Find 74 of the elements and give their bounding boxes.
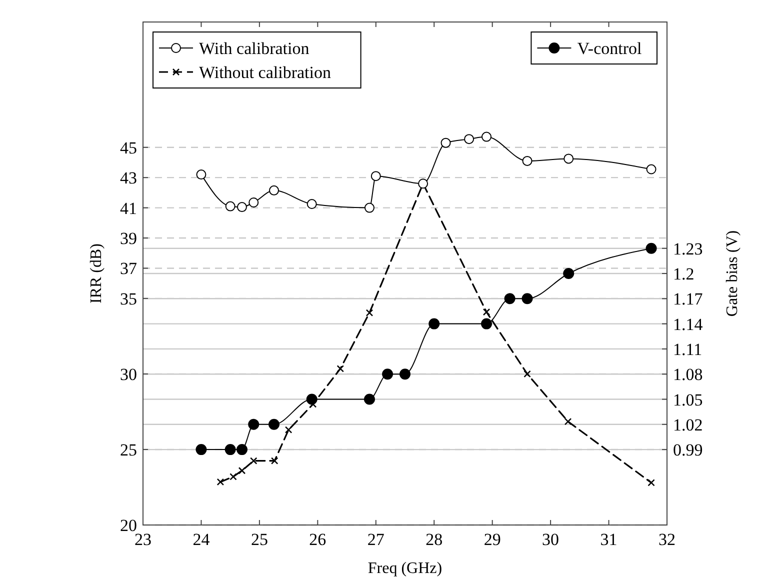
point [216, 478, 224, 486]
y2-tick-label: 1.02 [673, 415, 703, 434]
point [504, 293, 516, 304]
y-tick-label: 37 [120, 259, 138, 278]
x-tick-label: 31 [600, 530, 618, 549]
point [250, 457, 258, 464]
point [364, 202, 374, 213]
point [522, 156, 532, 166]
point [238, 466, 246, 474]
point [564, 418, 572, 426]
y-axis-title: IRR (dB) [88, 244, 105, 304]
point [269, 185, 279, 196]
y-tick-label: 30 [120, 364, 137, 384]
point [236, 202, 247, 212]
point [268, 418, 280, 430]
y2-tick-label: 1.14 [673, 314, 704, 334]
y-tick-label: 25 [120, 440, 137, 460]
point [382, 368, 394, 380]
point [564, 154, 574, 164]
x-tick-label: 23 [134, 530, 152, 549]
y2-tick-label: 1.05 [673, 390, 703, 410]
point [428, 318, 440, 330]
point [524, 370, 531, 378]
y2-tick-label: 1.2 [673, 264, 694, 284]
x-tick-label: 28 [426, 530, 443, 549]
y-tick-label: 20 [120, 516, 137, 535]
point [224, 444, 236, 456]
y-tick-label: 39 [120, 229, 137, 248]
y-tick-label: 41 [120, 198, 137, 218]
point [225, 201, 236, 212]
legend-label: V-control [577, 39, 642, 58]
y-tick-label: 43 [120, 168, 137, 188]
y-tick-label: 35 [120, 289, 137, 308]
y2-tick-label: 1.11 [673, 340, 702, 359]
point [482, 132, 492, 142]
y2-tick-label: 1.17 [673, 290, 704, 309]
point [370, 171, 381, 182]
y2-axis-title: Gate bias (V) [724, 230, 741, 317]
x-tick-label: 24 [192, 530, 210, 549]
y2-tick-label: 1.08 [673, 365, 703, 384]
point [248, 418, 260, 430]
point [440, 138, 451, 148]
y2-tick-label: 1.23 [673, 239, 703, 258]
point [366, 309, 374, 316]
point [563, 268, 574, 279]
y2-tick-label: 0.99 [673, 440, 703, 460]
point [230, 473, 237, 480]
point [306, 199, 317, 210]
point [481, 318, 492, 330]
point [482, 308, 490, 316]
point [646, 164, 656, 174]
point [270, 457, 278, 464]
point [364, 394, 375, 405]
point [464, 134, 474, 144]
x-tick-label: 30 [542, 530, 560, 549]
legend-label: Without calibration [199, 63, 332, 82]
point [236, 444, 248, 456]
x-tick-label: 26 [309, 530, 326, 549]
point [400, 368, 410, 380]
point [248, 198, 259, 208]
point [522, 293, 533, 304]
y-tick-label: 45 [120, 138, 137, 158]
x-tick-label: 32 [658, 530, 676, 549]
point [284, 426, 292, 434]
point [336, 365, 344, 372]
x-tick-label: 27 [367, 530, 385, 549]
x-tick-label: 29 [484, 530, 501, 549]
x-tick-label: 25 [250, 530, 268, 549]
point [196, 170, 206, 180]
point [648, 479, 655, 486]
point [646, 242, 657, 254]
legend-label: With calibration [199, 39, 310, 58]
x-axis-title: Freq (GHz) [368, 560, 442, 577]
point [196, 444, 207, 456]
